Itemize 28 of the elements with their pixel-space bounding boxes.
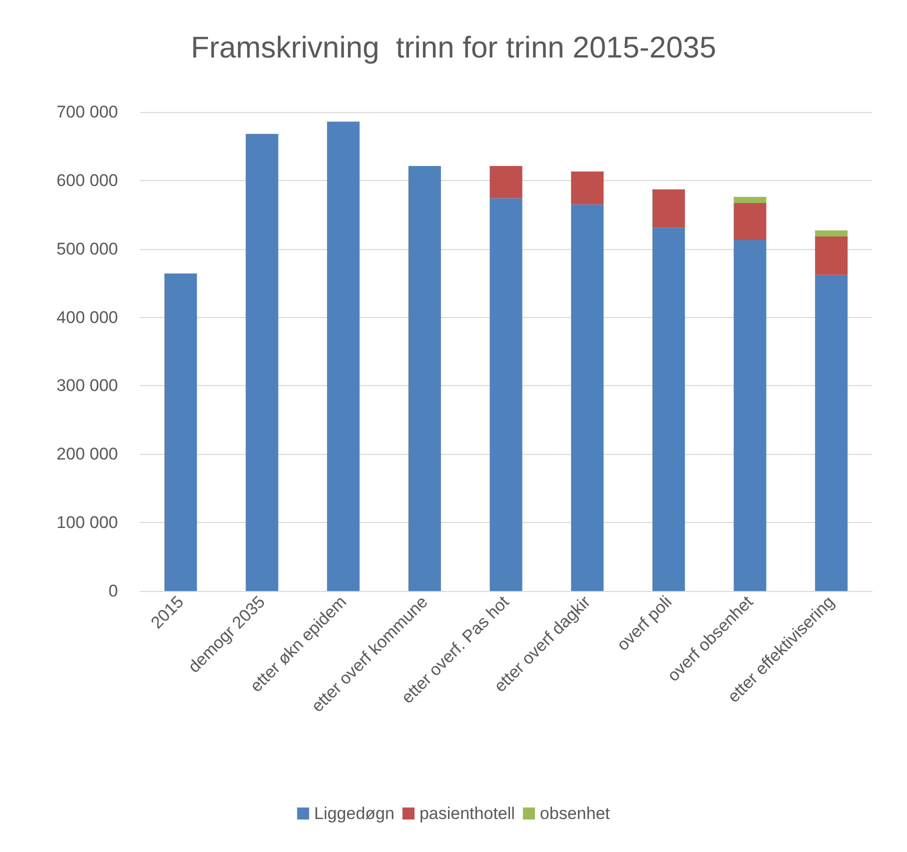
y-tick-label: 700 000	[56, 102, 118, 122]
bar	[815, 236, 848, 275]
legend-label: obsenhet	[540, 804, 610, 823]
bar	[571, 172, 604, 204]
y-tick-label: 100 000	[56, 513, 118, 532]
y-tick-label: 200 000	[56, 444, 118, 464]
bar	[327, 122, 360, 591]
chart-title: Framskrivning trinn for trinn 2015-2035	[190, 32, 716, 64]
bar	[571, 204, 604, 591]
bar	[815, 230, 848, 237]
bar	[734, 196, 766, 204]
y-tick-label: 600 000	[56, 170, 118, 190]
y-tick-label: 400 000	[56, 308, 118, 327]
legend-label: Liggedøgn	[314, 804, 394, 823]
bar	[734, 240, 766, 591]
y-tick-label: 0	[108, 582, 118, 600]
bar	[652, 189, 685, 228]
y-tick-label: 300 000	[56, 376, 118, 396]
bar	[815, 274, 848, 591]
bar	[734, 203, 766, 240]
legend-label: pasienthotell	[419, 804, 515, 823]
bar	[490, 166, 522, 198]
bar	[164, 273, 197, 591]
bar	[246, 134, 278, 591]
bar	[652, 228, 685, 591]
y-tick-label: 500 000	[56, 239, 118, 258]
bar	[408, 166, 441, 591]
bar	[490, 198, 522, 591]
